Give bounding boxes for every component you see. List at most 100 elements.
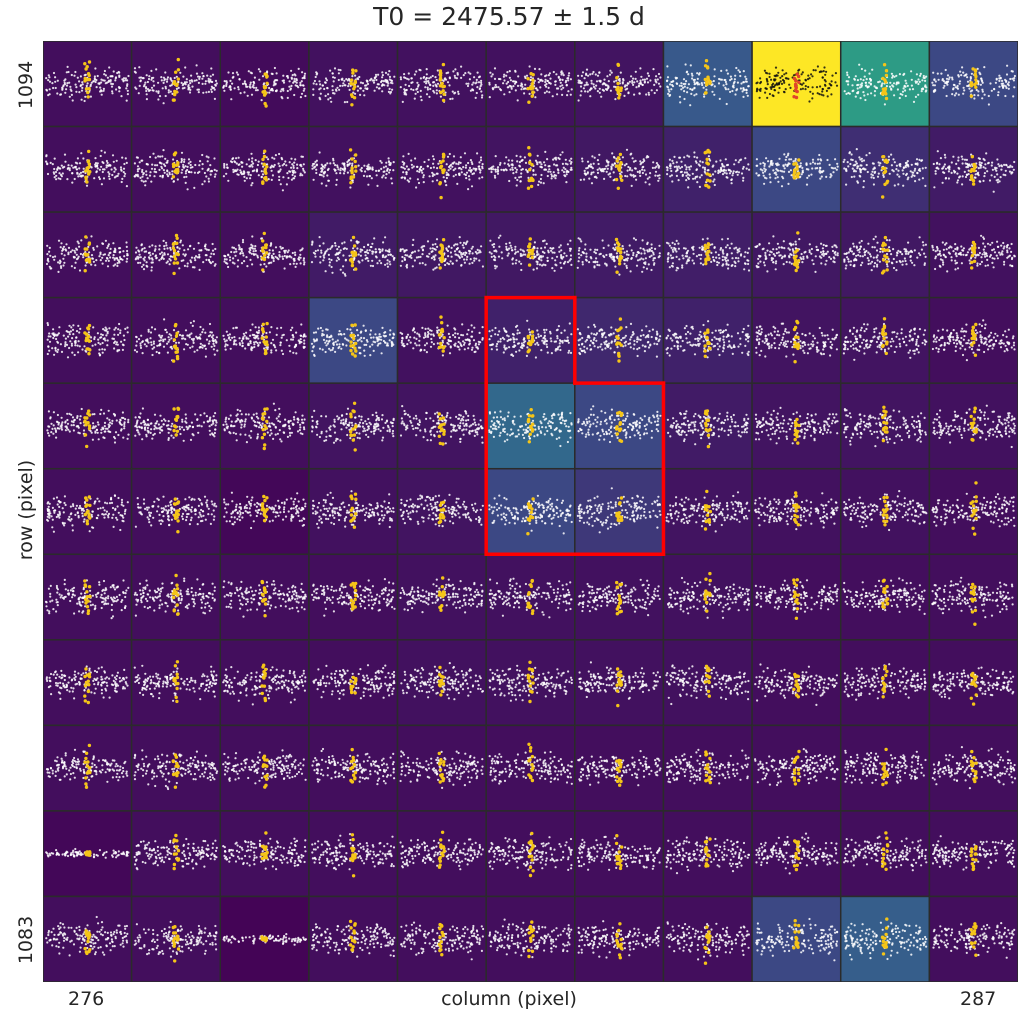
out-of-transit-point bbox=[597, 162, 600, 166]
out-of-transit-point bbox=[254, 249, 257, 252]
out-of-transit-point bbox=[551, 257, 554, 260]
out-of-transit-point bbox=[843, 158, 846, 161]
out-of-transit-point bbox=[259, 70, 262, 73]
out-of-transit-point bbox=[228, 256, 232, 259]
in-transit-point bbox=[349, 176, 353, 181]
out-of-transit-point bbox=[845, 92, 848, 95]
out-of-transit-point bbox=[921, 87, 925, 90]
out-of-transit-point bbox=[871, 170, 874, 173]
out-of-transit-point bbox=[782, 240, 785, 243]
out-of-transit-point bbox=[314, 75, 317, 79]
out-of-transit-point bbox=[252, 81, 255, 84]
out-of-transit-point bbox=[514, 176, 517, 179]
out-of-transit-point bbox=[715, 256, 718, 259]
out-of-transit-point bbox=[687, 73, 690, 76]
out-of-transit-point bbox=[671, 180, 674, 183]
in-transit-point bbox=[83, 247, 87, 251]
out-of-transit-point bbox=[904, 89, 907, 92]
out-of-transit-point bbox=[702, 86, 705, 89]
out-of-transit-point bbox=[337, 68, 340, 71]
out-of-transit-point bbox=[255, 168, 259, 171]
out-of-transit-point bbox=[577, 74, 580, 77]
out-of-transit-point bbox=[292, 81, 295, 84]
out-of-transit-point bbox=[277, 170, 280, 173]
out-of-transit-point bbox=[730, 182, 733, 185]
out-of-transit-point bbox=[49, 254, 52, 257]
out-of-transit-point bbox=[520, 88, 523, 91]
out-of-transit-point bbox=[141, 77, 144, 80]
out-of-transit-point bbox=[1001, 82, 1005, 85]
out-of-transit-point bbox=[318, 80, 321, 83]
out-of-transit-point bbox=[603, 78, 606, 81]
out-of-transit-point bbox=[299, 163, 302, 166]
out-of-transit-point bbox=[227, 71, 230, 74]
out-of-transit-point bbox=[169, 77, 172, 80]
out-of-transit-point bbox=[112, 160, 115, 163]
out-of-transit-point bbox=[284, 249, 287, 252]
out-of-transit-point bbox=[717, 82, 721, 85]
out-of-transit-point bbox=[581, 71, 585, 74]
in-transit-point bbox=[617, 96, 621, 100]
out-of-transit-point bbox=[676, 169, 679, 172]
out-of-transit-point bbox=[981, 88, 984, 91]
out-of-transit-point bbox=[514, 251, 518, 254]
out-of-transit-point bbox=[609, 69, 612, 72]
in-transit-point bbox=[526, 86, 530, 91]
out-of-transit-point bbox=[337, 258, 341, 261]
out-of-transit-point bbox=[898, 175, 901, 178]
in-transit-point bbox=[354, 165, 358, 169]
out-of-transit-point bbox=[1011, 165, 1014, 168]
in-transit-point bbox=[526, 254, 530, 259]
out-of-transit-point bbox=[520, 262, 523, 265]
out-of-transit-point bbox=[249, 81, 252, 84]
in-transit-point bbox=[83, 62, 87, 66]
out-of-transit-point bbox=[467, 161, 470, 165]
out-of-transit-point bbox=[193, 256, 196, 260]
out-of-transit-point bbox=[543, 246, 547, 249]
out-of-transit-point bbox=[123, 162, 126, 166]
out-of-transit-point bbox=[847, 80, 850, 83]
in-transit-point bbox=[263, 72, 267, 76]
out-of-transit-point bbox=[505, 82, 508, 85]
out-of-transit-point bbox=[282, 74, 285, 77]
out-of-transit-point bbox=[319, 92, 322, 95]
out-of-transit-point bbox=[455, 162, 458, 165]
out-of-transit-point bbox=[139, 76, 143, 79]
out-of-transit-point bbox=[148, 251, 151, 254]
in-transit-point bbox=[881, 92, 885, 96]
in-transit-point bbox=[441, 238, 446, 242]
out-of-transit-point bbox=[469, 89, 472, 92]
out-of-transit-point bbox=[788, 83, 791, 86]
out-of-transit-point bbox=[958, 82, 961, 85]
out-of-transit-point bbox=[331, 72, 334, 75]
out-of-transit-point bbox=[122, 250, 125, 253]
in-transit-point bbox=[442, 168, 446, 173]
out-of-transit-point bbox=[591, 155, 594, 158]
out-of-transit-point bbox=[626, 169, 629, 172]
out-of-transit-point bbox=[252, 250, 255, 253]
out-of-transit-point bbox=[390, 177, 393, 180]
out-of-transit-point bbox=[204, 80, 207, 83]
out-of-transit-point bbox=[120, 180, 123, 184]
out-of-transit-point bbox=[380, 84, 384, 87]
out-of-transit-point bbox=[696, 83, 699, 86]
out-of-transit-point bbox=[475, 257, 478, 260]
out-of-transit-point bbox=[268, 252, 271, 255]
out-of-transit-point bbox=[201, 82, 204, 85]
out-of-transit-point bbox=[446, 249, 450, 253]
out-of-transit-point bbox=[800, 73, 803, 76]
out-of-transit-point bbox=[404, 249, 407, 252]
out-of-transit-point bbox=[169, 246, 172, 249]
out-of-transit-point bbox=[670, 246, 673, 249]
out-of-transit-point bbox=[539, 78, 542, 82]
out-of-transit-point bbox=[207, 156, 210, 159]
out-of-transit-point bbox=[348, 88, 351, 91]
out-of-transit-point bbox=[980, 77, 983, 80]
out-of-transit-point bbox=[452, 162, 455, 165]
out-of-transit-point bbox=[556, 93, 559, 96]
out-of-transit-point bbox=[701, 248, 704, 251]
out-of-transit-point bbox=[273, 157, 276, 160]
out-of-transit-point bbox=[343, 164, 346, 167]
out-of-transit-point bbox=[408, 84, 411, 88]
out-of-transit-point bbox=[489, 239, 492, 242]
